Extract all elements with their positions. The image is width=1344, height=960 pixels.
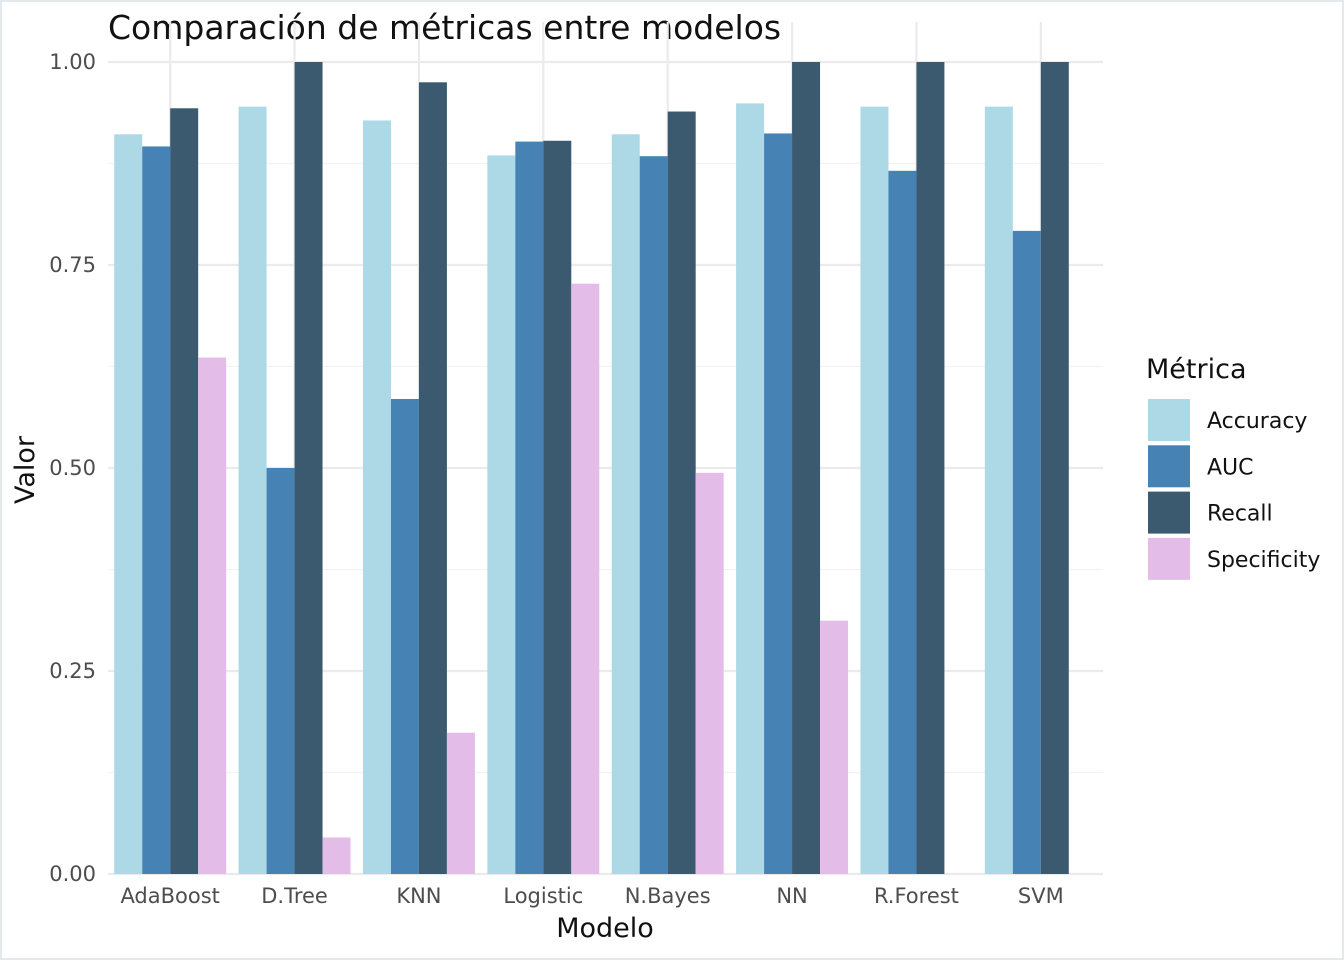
y-tick-label: 0.50 [49, 456, 96, 480]
bar-auc-svm [1012, 230, 1041, 874]
legend-key-specificity [1148, 537, 1190, 580]
legend-key-accuracy [1148, 399, 1190, 441]
bar-accuracy-adaboost [114, 134, 143, 874]
x-axis-ticks: AdaBoost D.Tree KNN Logistic N.Bayes NN R.Fore… [120, 884, 1063, 908]
legend-key-recall [1148, 491, 1190, 534]
chart-title: Comparación de métricas entre modelos [108, 8, 781, 47]
bar-recall-dtree [294, 62, 323, 874]
x-tick-label: AdaBoost [120, 884, 219, 908]
bar-recall-logistic [543, 140, 572, 874]
bar-auc-nn [764, 133, 793, 874]
x-tick-label: R.Forest [874, 884, 959, 908]
bar-recall-nbayes [667, 111, 696, 875]
bar-auc-knn [390, 398, 419, 874]
x-tick-label: NN [776, 884, 807, 908]
bar-auc-dtree [266, 468, 295, 874]
legend-label-auc: AUC [1207, 455, 1254, 480]
bar-recall-adaboost [170, 108, 199, 874]
bar-recall-nn [792, 62, 821, 874]
bar-accuracy-nn [736, 103, 765, 875]
legend-label-accuracy: Accuracy [1207, 409, 1307, 434]
bar-accuracy-rforest [860, 106, 889, 874]
y-axis-title: Valor [10, 435, 41, 504]
bar-accuracy-nbayes [611, 134, 640, 874]
bar-recall-knn [418, 82, 447, 875]
x-tick-label: N.Bayes [625, 884, 711, 908]
legend-label-recall: Recall [1207, 502, 1273, 527]
legend-label-specificity: Specificity [1207, 548, 1320, 573]
bar-recall-svm [1040, 62, 1069, 874]
bar-accuracy-dtree [238, 106, 267, 874]
bar-auc-rforest [888, 170, 917, 875]
y-tick-label: 0.00 [49, 862, 96, 886]
x-tick-label: SVM [1018, 884, 1064, 908]
bar-auc-nbayes [639, 156, 668, 874]
y-tick-label: 1.00 [49, 50, 96, 74]
y-tick-label: 0.25 [49, 659, 96, 683]
bar-recall-rforest [916, 62, 945, 874]
bar-accuracy-svm [984, 106, 1013, 874]
bar-auc-adaboost [142, 146, 171, 874]
bar-specificity-adaboost [198, 357, 227, 874]
legend-key-auc [1148, 445, 1190, 488]
bar-specificity-nbayes [695, 472, 724, 874]
bar-specificity-dtree [322, 837, 351, 874]
bar-specificity-logistic [571, 283, 600, 874]
bars [114, 62, 1069, 875]
legend-title: Métrica [1146, 354, 1247, 385]
bar-accuracy-logistic [487, 155, 516, 874]
x-tick-label: KNN [396, 884, 441, 908]
y-tick-label: 0.75 [49, 253, 96, 277]
bar-accuracy-knn [362, 120, 391, 875]
y-axis-ticks: 0.00 0.25 0.50 0.75 1.00 [49, 50, 96, 886]
bar-auc-logistic [515, 141, 544, 875]
x-axis-title: Modelo [556, 913, 654, 944]
x-tick-label: D.Tree [261, 884, 328, 908]
legend: Métrica Accuracy AUC Recall Specificity [1146, 354, 1320, 580]
bar-specificity-knn [446, 732, 475, 874]
x-tick-label: Logistic [503, 884, 583, 908]
bar-specificity-nn [820, 620, 849, 874]
